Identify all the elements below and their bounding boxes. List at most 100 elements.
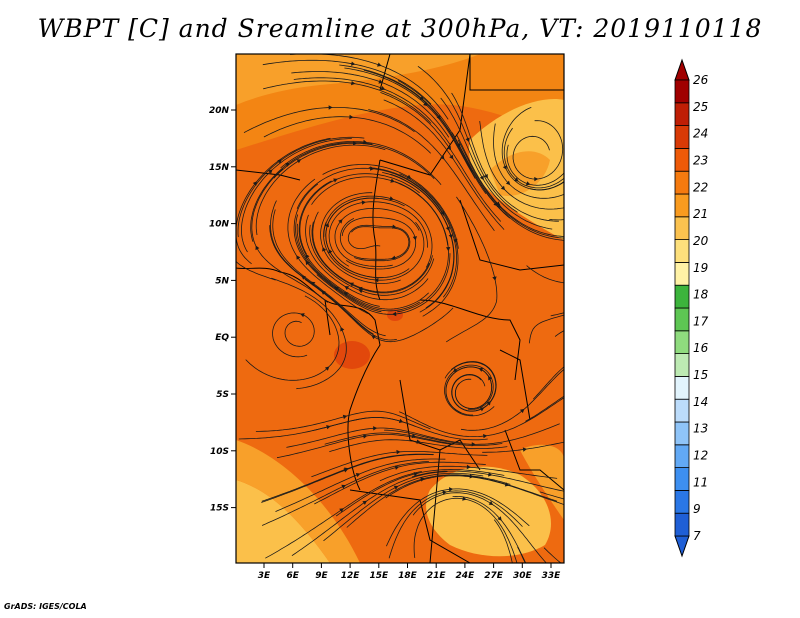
streamline-arrow [285, 162, 290, 167]
streamline-arrow [338, 219, 343, 224]
map-title: WBPT [C] and Sreamline at 300hPa, VT: 20… [37, 14, 763, 43]
streamline [493, 519, 513, 563]
streamline-arrow [340, 326, 345, 332]
streamline-arrow [488, 375, 493, 381]
streamline-arrow [324, 366, 330, 371]
lon-tick-label: 15E [369, 571, 389, 581]
colorbar-label: 18 [693, 288, 709, 302]
streamline-arrow [496, 203, 501, 208]
streamline-arrow [440, 210, 445, 216]
colorbar-swatch [674, 125, 690, 149]
colorbar-swatch [674, 444, 690, 468]
streamline-arrow [394, 465, 400, 470]
streamline-arrow [389, 196, 394, 201]
field-warm-area-southeast [520, 444, 564, 520]
colorbar-swatch [674, 398, 690, 423]
map-frame [235, 53, 565, 564]
streamline-arrow [488, 472, 493, 477]
streamline-arrow [466, 464, 471, 470]
colorbar-label: 17 [693, 314, 709, 328]
streamline-arrow [396, 449, 401, 455]
colorbar-swatch [674, 216, 690, 241]
streamline-arrow [442, 490, 447, 495]
streamline-arrow [448, 234, 453, 239]
streamline-arrow [486, 401, 491, 406]
streamline [550, 312, 564, 317]
streamline-arrow [342, 414, 348, 420]
lon-tick-label: 27E [484, 571, 504, 581]
streamline-arrow [449, 487, 454, 492]
streamline-arrow [380, 86, 386, 91]
streamline [533, 366, 564, 400]
streamline-arrow [519, 408, 525, 414]
streamline-arrow [392, 311, 397, 317]
streamline-arrow [322, 247, 327, 252]
lat-tick-label: 10N [209, 220, 230, 230]
colorbar-label: 20 [693, 234, 709, 248]
streamline-arrow [497, 516, 502, 521]
streamline-arrow [483, 434, 488, 439]
colorbar-label: 25 [693, 100, 708, 114]
streamline-arrow [362, 500, 367, 505]
colorbar-label: 22 [693, 180, 708, 194]
streamline-arrow [462, 496, 467, 501]
colorbar-swatch [674, 512, 690, 537]
lon-tick-label: 3E [258, 571, 271, 581]
streamline-arrow [469, 474, 474, 479]
colorbar-label: 24 [693, 127, 708, 141]
streamline-arrow [343, 292, 349, 297]
colorbar-label: 19 [693, 261, 708, 275]
streamline-arrow [505, 180, 511, 185]
footer-credit: GrADS: IGES/COLA [4, 602, 87, 611]
lat-tick-label: 20N [209, 106, 230, 116]
streamline-arrow [310, 281, 316, 286]
lon-tick-label: 9E [315, 571, 328, 581]
streamline-arrow [449, 154, 454, 160]
streamline [528, 314, 564, 344]
lat-tick-label: 5N [215, 276, 229, 286]
streamline-arrow [534, 177, 539, 182]
streamline-arrow [333, 178, 338, 183]
lon-tick-label: 33E [542, 571, 562, 581]
colorbar-label: 12 [693, 449, 708, 463]
streamline-arrow [392, 224, 397, 229]
streamline-arrow [420, 477, 425, 482]
lat-tick-label: 5S [216, 390, 229, 400]
streamline-arrow [351, 61, 356, 66]
colorbar-swatch [674, 170, 690, 195]
lat-tick-label: 15S [210, 504, 229, 514]
streamline-arrow [440, 155, 445, 160]
colorbar-swatch [674, 467, 690, 491]
colorbar-label: 16 [693, 341, 709, 355]
colorbar-min-arrow [674, 535, 690, 558]
lon-tick-label: 21E [427, 571, 447, 581]
colorbar-swatch [674, 489, 690, 514]
streamline-arrow [344, 286, 350, 291]
colorbar-swatch [674, 239, 690, 263]
colorbar-label: 7 [693, 529, 701, 543]
streamline-arrow [502, 165, 507, 170]
colorbar-max-arrow [674, 58, 690, 81]
streamline-arrow [492, 276, 497, 281]
colorbar-label: 26 [693, 73, 709, 87]
colorbar-swatch [674, 147, 690, 172]
streamline-arrow [500, 185, 506, 191]
streamline-arrow [343, 468, 349, 473]
streamline-arrow [296, 159, 302, 164]
lat-tick-label: 10S [210, 447, 229, 457]
streamline-arrow [526, 181, 531, 186]
streamline-arrow [296, 255, 301, 260]
streamline-arrow [341, 484, 346, 489]
streamline [236, 260, 276, 281]
streamline [525, 395, 564, 422]
streamline-arrow [390, 178, 395, 183]
streamline-arrow [328, 249, 333, 254]
streamline-arrow [406, 174, 412, 179]
colorbar-label: 23 [693, 153, 708, 167]
latitude-axis: 20N 15N 10N 5N EQ 5S 10S 15S [209, 106, 236, 514]
streamline-arrow [378, 79, 383, 84]
streamline-arrow [349, 114, 354, 120]
streamline [543, 547, 562, 563]
colorbar-label: 13 [693, 422, 708, 436]
